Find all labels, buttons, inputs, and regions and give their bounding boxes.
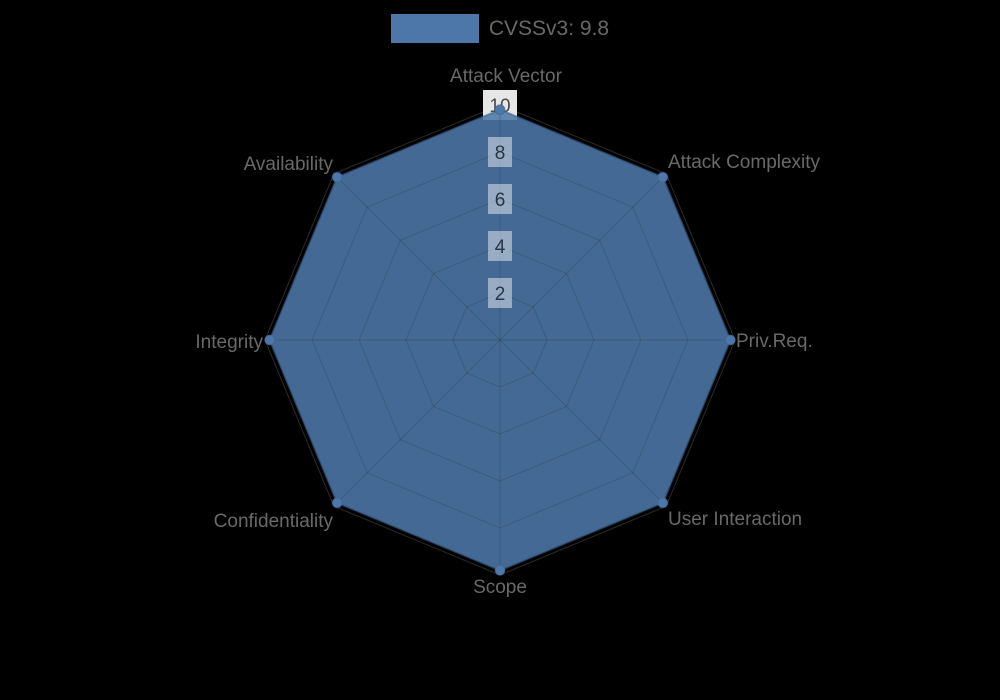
radar-grid-ring-inner [452,292,548,388]
tick-label: 2 [495,284,506,305]
axis-label-user-interaction: User Interaction [668,509,802,530]
tick-backdrop [488,184,512,214]
data-point-dot [331,171,343,183]
tick-backdrop [488,137,512,167]
radar-axis-line-inner [333,173,501,341]
legend-color-swatch [390,14,479,43]
tick-backdrop [488,278,512,308]
tick-backdrop [488,231,512,261]
axis-label-scope: Scope [473,577,527,598]
axis-label-priv-req: Priv.Req. [736,331,813,352]
data-point-dot [657,171,669,183]
tick-label: 8 [495,143,506,164]
data-point-dot [494,564,506,576]
radar-axis-line-inner [499,173,667,341]
radar-axis-line-inner [333,339,501,507]
tick-label: 4 [495,237,506,258]
axis-label-attack-complexity: Attack Complexity [668,152,821,173]
data-point-dot [494,104,506,116]
axis-label-integrity: Integrity [195,332,263,353]
legend-label: CVSSv3: 9.8 [488,17,610,40]
data-point-dot [264,334,276,346]
data-point-dot [657,497,669,509]
axis-label-confidentiality: Confidentiality [214,511,334,532]
axis-label-attack-vector: Attack Vector [450,66,563,87]
radar-axis-line-inner [499,339,667,507]
data-point-dot [331,497,343,509]
legend-item-cvssv3[interactable]: CVSSv3: 9.8 [390,14,610,43]
radar-grid-ring-inner [358,198,642,482]
radar-grid-ring-inner [311,151,689,529]
tick-label: 6 [495,190,506,211]
axis-label-availability: Availability [244,154,334,175]
radar-grid-ring-inner [405,245,595,435]
data-point-dot [724,334,736,346]
legend: CVSSv3: 9.8 [0,14,1000,43]
